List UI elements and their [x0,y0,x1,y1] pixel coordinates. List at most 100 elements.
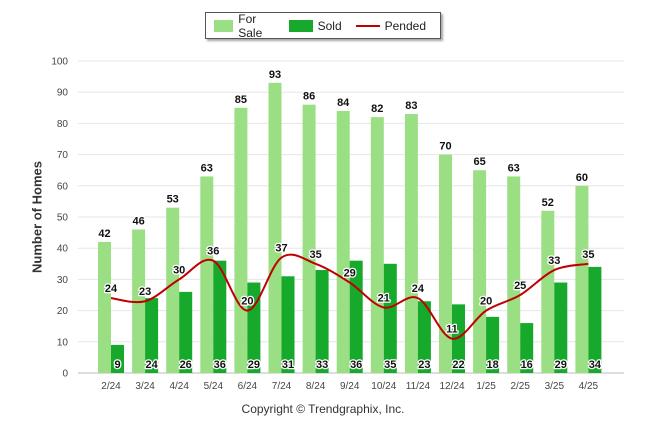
sold-data-label: 26 [180,359,192,371]
y-tick-label: 90 [57,88,69,99]
pended-data-label: 35 [309,249,321,261]
sold-bar [145,298,159,373]
for-sale-bar [370,117,384,373]
legend-swatch-sold [288,19,313,32]
for-sale-data-label: 83 [405,100,417,112]
for-sale-bar [302,104,316,374]
x-tick-label: 10/24 [371,381,396,392]
sold-data-label: 36 [350,359,362,371]
x-tick-label: 7/24 [272,381,292,392]
pended-data-label: 36 [207,246,219,258]
x-tick-label: 11/24 [406,381,431,392]
pended-data-label: 23 [139,286,151,298]
chart-legend: For Sale Sold Pended [205,12,441,40]
sold-data-label: 35 [384,359,396,371]
for-sale-bar [473,170,487,373]
for-sale-bar [575,185,589,373]
sold-bar [179,291,193,373]
y-tick-label: 40 [57,244,69,255]
y-tick-label: 10 [57,337,69,348]
for-sale-data-label: 63 [508,162,520,174]
for-sale-data-label: 63 [201,162,213,174]
x-tick-label: 2/24 [101,381,121,392]
for-sale-data-label: 93 [269,69,281,81]
for-sale-data-label: 84 [337,97,350,109]
x-tick-label: 2/25 [510,381,530,392]
for-sale-bar [336,110,350,374]
for-sale-bar [234,107,248,374]
sold-bar [281,276,295,373]
y-tick-label: 100 [51,57,68,68]
sold-data-label: 29 [555,359,567,371]
y-tick-label: 30 [57,275,69,286]
sold-data-label: 18 [486,359,498,371]
x-tick-label: 12/24 [439,381,464,392]
for-sale-data-label: 46 [132,215,144,227]
x-tick-label: 4/24 [169,381,189,392]
for-sale-data-label: 70 [439,141,451,153]
for-sale-bar [166,207,180,373]
for-sale-bar [541,210,555,373]
y-axis-label: Number of Homes [29,161,45,273]
pended-data-label: 24 [105,283,118,295]
pended-data-label: 20 [480,296,492,308]
legend-item-pended[interactable]: Pended [355,18,426,33]
pended-data-label: 20 [241,296,253,308]
pended-data-label: 11 [446,324,458,336]
x-tick-label: 8/24 [306,381,326,392]
sold-bar [213,260,227,373]
copyright-text: Copyright © Trendgraphix, Inc. [241,402,405,416]
legend-item-for-sale[interactable]: For Sale [214,12,275,40]
pended-data-label: 37 [275,243,287,255]
sold-bar [486,316,500,373]
pended-data-label: 21 [378,292,390,304]
sold-data-label: 34 [589,359,602,371]
for-sale-data-label: 60 [576,172,588,184]
sold-bar [349,260,363,373]
legend-item-sold[interactable]: Sold [288,19,342,33]
sold-bar [554,282,568,373]
x-tick-label: 6/24 [238,381,258,392]
pended-data-label: 35 [582,249,594,261]
sold-data-label: 31 [282,359,294,371]
pended-data-label: 29 [344,268,356,280]
sold-data-label: 29 [248,359,260,371]
sold-data-label: 16 [521,359,533,371]
sold-bar [520,323,534,373]
for-sale-bar [404,114,418,373]
sold-data-label: 9 [114,359,120,371]
legend-swatch-for-sale [214,19,234,32]
x-tick-label: 3/24 [135,381,155,392]
for-sale-bar [200,176,214,373]
x-tick-label: 3/25 [545,381,565,392]
pended-data-label: 25 [514,280,526,292]
for-sale-data-label: 85 [235,94,247,106]
y-tick-label: 70 [57,150,69,161]
legend-label-for-sale: For Sale [238,11,263,40]
y-tick-label: 0 [62,369,68,380]
sold-bar [111,344,124,373]
sold-data-label: 23 [418,359,430,371]
for-sale-data-label: 53 [167,194,179,206]
sold-data-label: 22 [452,359,464,371]
sold-bar [315,270,329,373]
pended-data-label: 24 [412,283,425,295]
for-sale-bar [268,82,282,373]
y-tick-label: 50 [57,213,69,224]
legend-label-pended: Pended [384,18,426,33]
legend-swatch-pended [355,24,380,27]
sold-bar [452,304,465,373]
pended-data-label: 33 [548,255,560,267]
x-tick-label: 5/24 [204,381,224,392]
for-sale-data-label: 82 [371,103,383,115]
sold-data-label: 36 [214,359,226,371]
for-sale-data-label: 65 [473,156,485,168]
for-sale-data-label: 52 [542,197,554,209]
pended-line [110,253,589,340]
x-tick-label: 9/24 [340,381,360,392]
sold-bar [383,263,397,373]
y-tick-label: 20 [57,306,69,317]
sold-data-label: 24 [145,359,158,371]
pended-data-label: 30 [173,264,185,276]
